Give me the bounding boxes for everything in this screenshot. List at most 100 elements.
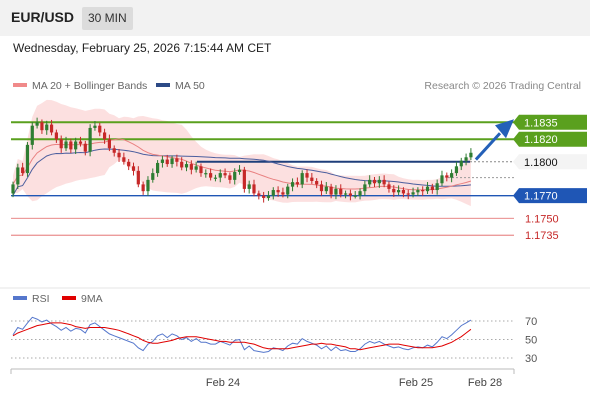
candle-body: [98, 125, 102, 133]
candle-body: [180, 161, 184, 168]
price-level-label: 1.1770: [524, 191, 558, 203]
candle-body: [368, 179, 372, 185]
candle-body: [74, 141, 78, 150]
candle-body: [324, 186, 328, 192]
candle-body: [295, 182, 299, 185]
symbol-title: EUR/USD: [11, 9, 75, 25]
candle-body: [45, 124, 49, 131]
candle-body: [363, 184, 367, 192]
candle-body: [233, 171, 237, 180]
timeframe-button[interactable]: 30 MIN: [82, 7, 133, 30]
rsi-swatch: [13, 296, 27, 301]
rsi-level-label: 30: [525, 353, 537, 365]
candle-body: [88, 127, 92, 152]
legend-rsi: RSI: [13, 293, 50, 305]
candle-body: [310, 177, 314, 181]
candle-body: [358, 191, 362, 196]
candle-body: [237, 169, 242, 172]
target-arrow-head: [495, 119, 514, 139]
candle-body: [343, 193, 348, 195]
candle-body: [49, 124, 54, 133]
candle-body: [160, 159, 165, 163]
candles: [11, 117, 473, 203]
ma50-line: [12, 148, 471, 196]
candle-body: [131, 166, 136, 171]
price-level-badge: [513, 131, 587, 147]
candle-body: [334, 188, 338, 195]
candle-body: [122, 157, 126, 162]
candle-body: [242, 169, 246, 189]
rsi-level-label: 70: [525, 316, 537, 328]
candle-body: [430, 186, 434, 191]
candle-body: [30, 125, 34, 145]
candle-body: [411, 192, 415, 195]
candle-body: [117, 152, 121, 158]
candle-body: [286, 186, 290, 195]
candle-body: [454, 166, 459, 174]
candle-body: [377, 179, 381, 184]
candle-body: [189, 164, 193, 170]
candle-body: [372, 179, 377, 184]
header-bar: EUR/USD 30 MIN: [0, 0, 590, 36]
candle-body: [16, 167, 20, 185]
candle-body: [83, 143, 87, 152]
candle-body: [11, 184, 15, 194]
rsi-ma-line: [12, 322, 472, 351]
candle-body: [262, 195, 266, 198]
candle-body: [435, 183, 439, 191]
legend-rsi-ma: 9MA: [62, 293, 103, 305]
candle-body: [165, 159, 169, 165]
candle-body: [151, 173, 155, 180]
candle-body: [228, 175, 232, 180]
legend-rsi-ma-label: 9MA: [81, 293, 103, 305]
candle-body: [156, 162, 160, 174]
candle-body: [382, 179, 386, 185]
candle-body: [469, 152, 473, 158]
candle-body: [387, 184, 391, 189]
price-level-label: 1.1750: [525, 213, 559, 225]
candle-body: [266, 195, 271, 198]
candle-body: [102, 132, 107, 140]
candle-body: [213, 177, 218, 179]
candle-body: [401, 190, 406, 194]
candle-body: [175, 158, 179, 162]
candle-body: [416, 190, 420, 193]
candle-body: [69, 141, 73, 150]
candle-body: [223, 173, 227, 176]
ma50-swatch: [156, 83, 170, 88]
rsi-ma-swatch: [62, 296, 76, 301]
candle-body: [276, 190, 280, 193]
candle-body: [127, 161, 131, 167]
candle-body: [204, 173, 208, 175]
candle-body: [170, 158, 174, 165]
price-level-badge: [513, 154, 587, 170]
candle-body: [329, 186, 333, 195]
candle-body: [78, 141, 83, 144]
candle-body: [421, 190, 425, 192]
candle-body: [209, 173, 213, 178]
candle-body: [93, 125, 97, 128]
target-arrow-shaft: [474, 132, 502, 161]
candle-body: [218, 173, 222, 178]
x-tick-label: Feb 24: [206, 377, 240, 389]
rsi-line: [12, 316, 472, 353]
candle-body: [305, 173, 309, 178]
candle-body: [397, 190, 401, 193]
candle-body: [252, 184, 256, 194]
candle-body: [141, 184, 145, 192]
ma20-swatch: [13, 83, 27, 88]
timestamp: Wednesday, February 25, 2026 7:15:44 AM …: [13, 41, 272, 55]
candle-body: [339, 188, 343, 195]
candle-body: [21, 167, 25, 174]
legend-ma20-label: MA 20 + Bollinger Bands: [32, 80, 148, 92]
candle-body: [136, 170, 140, 185]
candle-body: [271, 190, 275, 196]
candle-body: [290, 182, 295, 187]
candle-body: [107, 139, 111, 149]
candle-body: [459, 160, 463, 167]
legend-ma50-label: MA 50: [175, 80, 205, 92]
price-level-label: 1.1820: [524, 134, 558, 146]
legend-ma50: MA 50: [156, 80, 205, 92]
